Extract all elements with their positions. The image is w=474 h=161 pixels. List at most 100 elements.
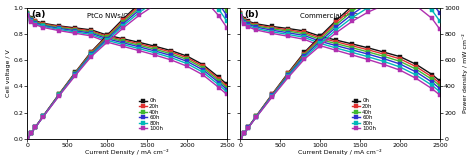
100h	[33, 24, 38, 26]
40h	[89, 31, 94, 33]
X-axis label: Current Density / mA cm⁻²: Current Density / mA cm⁻²	[298, 149, 382, 155]
0h	[397, 56, 403, 58]
20h	[237, 12, 243, 14]
60h	[56, 28, 62, 29]
100h	[25, 14, 30, 16]
80h	[73, 31, 78, 33]
60h	[120, 42, 126, 44]
100h	[137, 50, 142, 52]
60h	[104, 38, 110, 40]
0h	[381, 51, 387, 53]
0h	[254, 23, 259, 25]
0h	[349, 43, 355, 45]
20h	[200, 65, 206, 67]
20h	[224, 85, 230, 87]
80h	[33, 23, 38, 24]
20h	[73, 28, 78, 30]
100h	[429, 88, 435, 90]
0h	[365, 47, 371, 49]
60h	[254, 26, 259, 28]
60h	[429, 81, 435, 83]
20h	[56, 26, 62, 28]
100h	[437, 94, 443, 96]
40h	[33, 21, 38, 23]
100h	[237, 15, 243, 17]
Line: 0h: 0h	[238, 11, 442, 83]
40h	[73, 29, 78, 31]
0h	[216, 76, 222, 78]
20h	[168, 51, 174, 53]
20h	[254, 24, 259, 26]
100h	[333, 49, 339, 51]
100h	[224, 94, 230, 95]
20h	[318, 37, 323, 39]
0h	[413, 63, 419, 65]
60h	[216, 82, 222, 84]
60h	[333, 45, 339, 47]
80h	[89, 33, 94, 35]
100h	[120, 45, 126, 47]
0h	[318, 35, 323, 37]
X-axis label: Current Density / mA cm⁻²: Current Density / mA cm⁻²	[85, 149, 169, 155]
100h	[349, 54, 355, 56]
20h	[89, 30, 94, 32]
60h	[269, 29, 275, 31]
0h	[429, 74, 435, 76]
Line: 40h: 40h	[238, 12, 442, 88]
Legend: 0h, 20h, 40h, 60h, 80h, 100h: 0h, 20h, 40h, 60h, 80h, 100h	[350, 96, 378, 133]
40h	[365, 51, 371, 53]
100h	[152, 54, 158, 56]
80h	[437, 91, 443, 93]
60h	[349, 49, 355, 51]
100h	[40, 27, 46, 28]
20h	[246, 21, 251, 23]
0h	[89, 29, 94, 31]
0h	[104, 34, 110, 36]
80h	[285, 33, 291, 35]
20h	[184, 57, 190, 59]
100h	[89, 35, 94, 37]
60h	[28, 19, 34, 21]
100h	[56, 30, 62, 32]
100h	[397, 69, 403, 71]
80h	[301, 36, 307, 38]
0h	[120, 38, 126, 40]
Line: 80h: 80h	[238, 13, 442, 94]
40h	[28, 18, 34, 20]
80h	[28, 20, 34, 22]
80h	[397, 66, 403, 68]
40h	[216, 80, 222, 82]
Y-axis label: Power density / mW cm⁻²: Power density / mW cm⁻²	[463, 33, 468, 113]
80h	[318, 43, 323, 44]
Line: 80h: 80h	[26, 13, 229, 94]
0h	[269, 25, 275, 27]
100h	[200, 74, 206, 76]
60h	[365, 53, 371, 55]
40h	[413, 68, 419, 70]
Line: 20h: 20h	[26, 11, 229, 88]
60h	[381, 58, 387, 60]
0h	[184, 55, 190, 57]
20h	[269, 27, 275, 29]
40h	[152, 48, 158, 50]
100h	[168, 59, 174, 61]
20h	[429, 76, 435, 78]
0h	[137, 41, 142, 43]
80h	[137, 48, 142, 50]
60h	[40, 25, 46, 27]
20h	[381, 53, 387, 55]
60h	[200, 69, 206, 71]
60h	[437, 88, 443, 90]
20h	[152, 47, 158, 49]
20h	[437, 82, 443, 84]
Line: 0h: 0h	[26, 11, 229, 86]
80h	[333, 47, 339, 49]
60h	[397, 63, 403, 65]
80h	[40, 25, 46, 27]
40h	[429, 78, 435, 80]
0h	[333, 39, 339, 41]
80h	[104, 39, 110, 41]
100h	[216, 87, 222, 89]
0h	[224, 83, 230, 85]
40h	[333, 43, 339, 45]
